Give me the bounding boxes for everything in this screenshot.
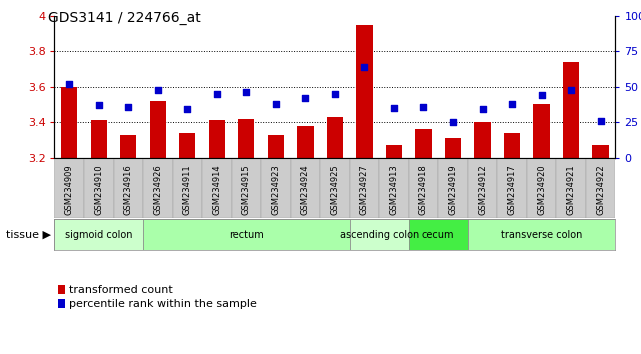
Bar	[468, 159, 497, 218]
Text: transverse colon: transverse colon	[501, 229, 582, 240]
Bar	[504, 133, 520, 158]
Text: GSM234919: GSM234919	[449, 164, 458, 215]
Bar	[379, 159, 409, 218]
Text: GSM234918: GSM234918	[419, 164, 428, 215]
Bar	[54, 219, 143, 250]
Text: GSM234922: GSM234922	[596, 164, 605, 215]
Bar	[533, 104, 550, 158]
Bar	[231, 159, 261, 218]
Point	[360, 64, 370, 70]
Bar	[327, 117, 343, 158]
Text: GSM234925: GSM234925	[330, 164, 340, 215]
Text: rectum: rectum	[229, 229, 263, 240]
Point	[595, 118, 606, 124]
Bar	[350, 219, 409, 250]
Text: tissue ▶: tissue ▶	[6, 229, 51, 240]
Point	[182, 107, 192, 112]
Text: percentile rank within the sample: percentile rank within the sample	[69, 299, 256, 309]
Text: ascending colon: ascending colon	[340, 229, 419, 240]
Bar	[84, 159, 113, 218]
Point	[419, 104, 429, 109]
Point	[537, 92, 547, 98]
Point	[241, 90, 251, 95]
Point	[64, 81, 74, 87]
Bar	[409, 219, 468, 250]
Point	[389, 105, 399, 111]
Text: GSM234911: GSM234911	[183, 164, 192, 215]
Bar	[150, 101, 166, 158]
Bar	[61, 87, 78, 158]
Text: GDS3141 / 224766_at: GDS3141 / 224766_at	[48, 11, 201, 25]
Bar	[172, 159, 202, 218]
Point	[271, 101, 281, 107]
Bar	[497, 159, 527, 218]
Bar	[438, 159, 468, 218]
Bar	[445, 138, 461, 158]
Bar	[556, 159, 586, 218]
Bar	[474, 122, 490, 158]
Bar	[209, 120, 225, 158]
Bar	[297, 126, 313, 158]
Bar	[120, 135, 137, 158]
Point	[94, 102, 104, 108]
Point	[300, 95, 310, 101]
Bar	[563, 62, 579, 158]
Point	[330, 91, 340, 97]
Text: GSM234909: GSM234909	[65, 164, 74, 215]
Bar	[468, 219, 615, 250]
Text: GSM234912: GSM234912	[478, 164, 487, 215]
Bar	[179, 133, 196, 158]
Bar	[90, 120, 107, 158]
Bar	[290, 159, 320, 218]
Point	[448, 119, 458, 125]
Bar	[268, 135, 284, 158]
Point	[123, 104, 133, 109]
Text: GSM234926: GSM234926	[153, 164, 162, 215]
Text: GSM234915: GSM234915	[242, 164, 251, 215]
Text: GSM234924: GSM234924	[301, 164, 310, 215]
Bar	[54, 159, 84, 218]
Point	[507, 101, 517, 107]
Bar	[143, 159, 172, 218]
Bar	[320, 159, 350, 218]
Bar	[415, 129, 431, 158]
Text: GSM234913: GSM234913	[390, 164, 399, 215]
Text: GSM234920: GSM234920	[537, 164, 546, 215]
Bar	[113, 159, 143, 218]
Bar	[350, 159, 379, 218]
Text: GSM234914: GSM234914	[212, 164, 221, 215]
Point	[212, 91, 222, 97]
Text: transformed count: transformed count	[69, 285, 172, 295]
Bar	[586, 159, 615, 218]
Text: GSM234917: GSM234917	[508, 164, 517, 215]
Bar	[202, 159, 231, 218]
Text: GSM234923: GSM234923	[271, 164, 280, 215]
Text: cecum: cecum	[422, 229, 454, 240]
Point	[566, 87, 576, 92]
Bar	[527, 159, 556, 218]
Bar	[386, 145, 402, 158]
Text: GSM234910: GSM234910	[94, 164, 103, 215]
Bar	[143, 219, 350, 250]
Bar	[238, 119, 254, 158]
Point	[153, 87, 163, 92]
Bar	[356, 25, 372, 158]
Bar	[261, 159, 290, 218]
Point	[478, 107, 488, 112]
Text: GSM234927: GSM234927	[360, 164, 369, 215]
Text: GSM234921: GSM234921	[567, 164, 576, 215]
Text: sigmoid colon: sigmoid colon	[65, 229, 133, 240]
Bar	[592, 145, 609, 158]
Text: GSM234916: GSM234916	[124, 164, 133, 215]
Bar	[409, 159, 438, 218]
